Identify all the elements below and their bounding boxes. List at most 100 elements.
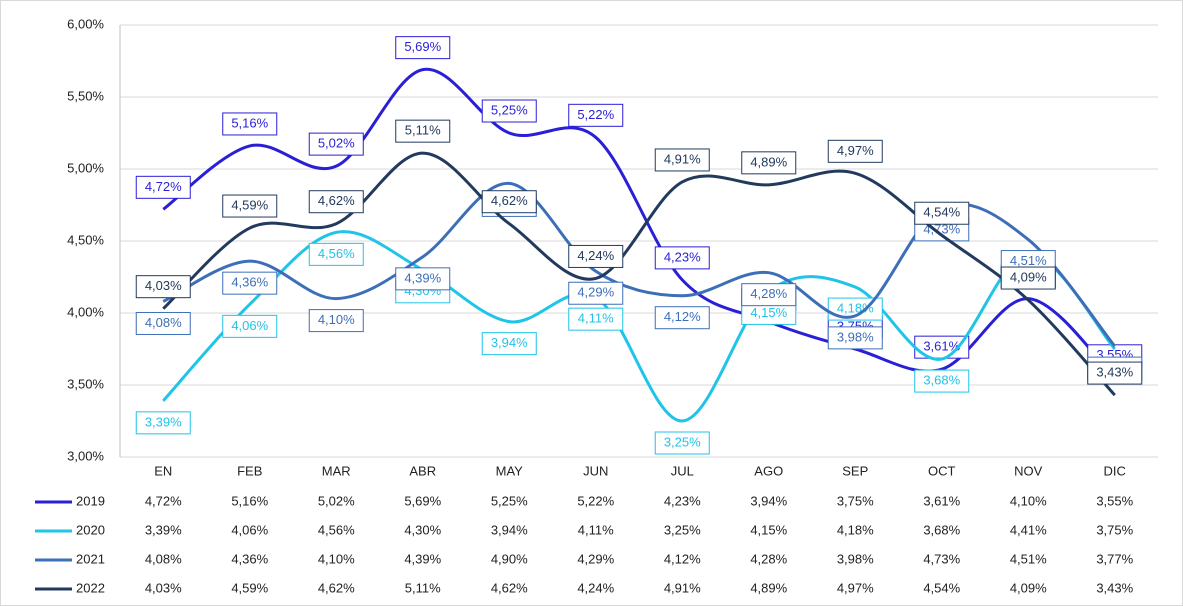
data-label-box	[135, 411, 191, 435]
x-tick-label: EN	[154, 463, 172, 478]
data-label: 4,51%	[1010, 253, 1047, 268]
table-cell: 4,62%	[491, 580, 528, 595]
data-label-box	[135, 175, 191, 199]
table-cell: 4,15%	[750, 522, 787, 537]
y-tick-label: 4,50%	[67, 232, 104, 247]
table-cell: 3,75%	[1096, 522, 1133, 537]
data-label: 4,08%	[145, 315, 182, 330]
data-label: 5,25%	[491, 102, 528, 117]
series-line	[162, 230, 1116, 423]
table-cell: 5,16%	[231, 493, 268, 508]
data-label: 3,68%	[923, 373, 960, 388]
table-cell: 3,55%	[1096, 493, 1133, 508]
table-cell: 3,39%	[145, 522, 182, 537]
data-label: 3,98%	[837, 329, 874, 344]
data-label: 3,39%	[145, 414, 182, 429]
table-cell: 5,25%	[491, 493, 528, 508]
data-label: 5,16%	[231, 115, 268, 130]
x-tick-label: JUL	[671, 463, 694, 478]
x-tick-label: SEP	[842, 463, 868, 478]
data-label: 4,23%	[664, 249, 701, 264]
table-cell: 4,89%	[750, 580, 787, 595]
table-cell: 4,10%	[1010, 493, 1047, 508]
data-label-box	[914, 201, 970, 225]
table-cell: 4,59%	[231, 580, 268, 595]
data-label-box	[308, 309, 364, 333]
table-cell: 5,22%	[577, 493, 614, 508]
table-cell: 5,11%	[405, 580, 441, 595]
data-label: 3,25%	[664, 434, 701, 449]
table-cell: 4,73%	[923, 551, 960, 566]
data-label-box	[827, 326, 883, 350]
data-label: 5,11%	[405, 123, 441, 138]
series-line	[162, 68, 1116, 379]
data-label-box	[308, 242, 364, 266]
data-label-box	[395, 119, 451, 143]
table-cell: 4,03%	[145, 580, 182, 595]
data-label-box	[568, 244, 624, 268]
x-tick-label: JUN	[583, 463, 608, 478]
data-label: 3,94%	[491, 335, 528, 350]
data-label-box	[481, 190, 537, 214]
table-cell: 4,62%	[318, 580, 355, 595]
data-label: 4,72%	[145, 179, 182, 194]
data-label: 3,43%	[1096, 365, 1133, 380]
table-cell: 3,94%	[491, 522, 528, 537]
x-tick-label: MAY	[496, 463, 524, 478]
data-label: 4,18%	[837, 301, 874, 316]
data-label: 4,89%	[750, 154, 787, 169]
table-cell: 4,12%	[664, 551, 701, 566]
table-cell: 4,09%	[1010, 580, 1047, 595]
series-line	[162, 151, 1116, 397]
data-label-box	[222, 271, 278, 295]
legend-label: 2019	[76, 493, 105, 508]
data-label-box	[308, 132, 364, 156]
y-tick-label: 4,00%	[67, 304, 104, 319]
data-label-box	[481, 99, 537, 123]
data-label-box	[135, 275, 191, 299]
table-cell: 3,43%	[1096, 580, 1133, 595]
data-label-box	[222, 314, 278, 338]
data-label-box	[568, 103, 624, 127]
data-label: 4,62%	[318, 193, 355, 208]
table-cell: 5,69%	[404, 493, 441, 508]
data-label-box	[741, 283, 797, 307]
data-label-box	[1087, 361, 1143, 385]
table-cell: 4,18%	[837, 522, 874, 537]
y-tick-label: 3,50%	[67, 376, 104, 391]
x-tick-label: DIC	[1104, 463, 1126, 478]
data-label-box	[135, 311, 191, 335]
y-tick-label: 5,00%	[67, 160, 104, 175]
data-label: 5,02%	[318, 136, 355, 151]
table-cell: 3,68%	[923, 522, 960, 537]
data-label-box	[827, 297, 883, 321]
x-tick-label: FEB	[237, 463, 262, 478]
table-cell: 3,77%	[1096, 551, 1133, 566]
table-cell: 4,06%	[231, 522, 268, 537]
x-tick-label: OCT	[928, 463, 956, 478]
data-label-box	[395, 267, 451, 291]
data-label: 4,91%	[664, 151, 701, 166]
table-cell: 4,41%	[1010, 522, 1047, 537]
data-label-box	[481, 332, 537, 356]
data-label: 4,73%	[923, 221, 960, 236]
table-cell: 4,23%	[664, 493, 701, 508]
data-label: 4,97%	[837, 143, 874, 158]
table-cell: 4,11%	[578, 522, 614, 537]
table-cell: 4,39%	[404, 551, 441, 566]
table-cell: 3,94%	[750, 493, 787, 508]
data-label: 5,22%	[577, 107, 614, 122]
data-label: 4,03%	[145, 278, 182, 293]
legend-label: 2022	[76, 580, 105, 595]
x-tick-label: MAR	[322, 463, 351, 478]
data-label-box	[654, 246, 710, 270]
table-cell: 4,91%	[664, 580, 701, 595]
table-cell: 4,29%	[577, 551, 614, 566]
table-cell: 3,98%	[837, 551, 874, 566]
data-label-box	[308, 190, 364, 214]
table-cell: 4,51%	[1010, 551, 1047, 566]
data-label: 4,06%	[231, 318, 268, 333]
data-label: 4,11%	[578, 311, 614, 326]
data-label: 4,59%	[231, 197, 268, 212]
